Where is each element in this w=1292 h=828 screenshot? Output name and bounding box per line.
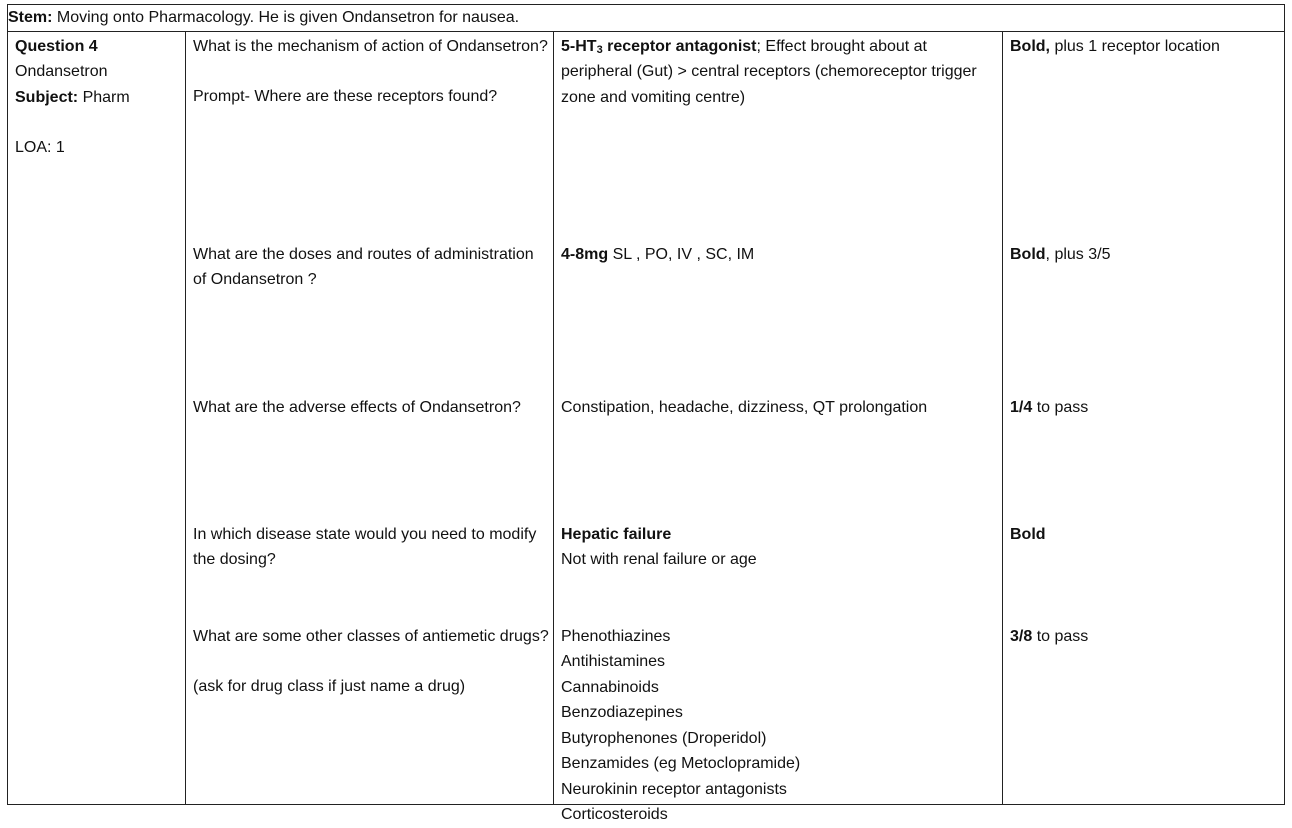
marking-3-bold: 1/4 <box>1010 398 1033 416</box>
questions-cell: What is the mechanism of action of Ondan… <box>185 30 554 805</box>
exam-sheet: Stem: Moving onto Pharmacology. He is gi… <box>6 4 1286 823</box>
marking-5: 3/8 to pass <box>1010 624 1280 650</box>
list-item: Corticosteroids <box>561 806 668 823</box>
marking-2: Bold, plus 3/5 <box>1010 242 1280 268</box>
question-number: Question 4 <box>15 37 98 55</box>
marking-4-bold: Bold <box>1010 525 1046 543</box>
marking-1-text: plus 1 receptor location <box>1050 37 1220 55</box>
stem-cell: Stem: Moving onto Pharmacology. He is gi… <box>6 4 1286 32</box>
answer-2-bold: 4-8mg <box>561 245 609 263</box>
marking-2-text: , plus 3/5 <box>1045 245 1111 263</box>
subject-value: Pharm <box>78 88 130 106</box>
marking-5-text: to pass <box>1032 627 1089 645</box>
marking-2-bold: Bold <box>1010 245 1046 263</box>
marking-3-text: to pass <box>1032 398 1089 416</box>
stem-text: Moving onto Pharmacology. He is given On… <box>52 9 520 26</box>
answer-2: 4-8mg SL , PO, IV , SC, IM <box>561 242 998 268</box>
marking-1: Bold, plus 1 receptor location <box>1010 34 1280 60</box>
question-4-text: In which disease state would you need to… <box>193 525 537 569</box>
question-5-text: What are some other classes of antiemeti… <box>193 627 549 645</box>
answer-4: Hepatic failure Not with renal failure o… <box>561 522 998 573</box>
answer-3: Constipation, headache, dizziness, QT pr… <box>561 395 998 421</box>
question-3: What are the adverse effects of Ondanset… <box>193 395 549 421</box>
question-1: What is the mechanism of action of Ondan… <box>193 34 549 110</box>
exam-table: Stem: Moving onto Pharmacology. He is gi… <box>6 4 1286 823</box>
list-item: Phenothiazines <box>561 627 671 645</box>
question-1-text: What is the mechanism of action of Ondan… <box>193 37 548 55</box>
list-item: Benzamides (eg Metoclopramide) <box>561 755 801 772</box>
answer-4-bold: Hepatic failure <box>561 525 672 543</box>
answer-3-text: Constipation, headache, dizziness, QT pr… <box>561 398 928 416</box>
answer-1: 5-HT3 receptor antagonist; Effect brough… <box>561 34 998 111</box>
answer-1-bold-post: receptor antagonist <box>602 37 757 55</box>
list-item: Neurokinin receptor antagonists <box>561 780 787 798</box>
question-5: What are some other classes of antiemeti… <box>193 624 549 700</box>
answer-4-text: Not with renal failure or age <box>561 551 757 568</box>
question-2: What are the doses and routes of adminis… <box>193 242 549 293</box>
answer-5-list: Phenothiazines Antihistamines Cannabinoi… <box>561 624 998 828</box>
answer-1-bold: 5-HT3 receptor antagonist <box>561 37 757 56</box>
meta-cell: Question 4 Ondansetron Subject: Pharm LO… <box>7 30 186 805</box>
stem-row: Stem: Moving onto Pharmacology. He is gi… <box>6 4 1286 32</box>
list-item: Benzodiazepines <box>561 704 683 721</box>
marking-5-bold: 3/8 <box>1010 627 1033 645</box>
question-5-note: (ask for drug class if just name a drug) <box>193 678 466 695</box>
list-item: Antihistamines <box>561 653 666 670</box>
answer-2-text: SL , PO, IV , SC, IM <box>608 245 755 263</box>
question-1-prompt: Prompt- Where are these receptors found? <box>193 88 498 105</box>
list-item: Butyrophenones (Droperidol) <box>561 729 767 747</box>
subject-label: Subject: <box>15 88 79 106</box>
marking-3: 1/4 to pass <box>1010 395 1280 421</box>
marking-1-bold: Bold, <box>1010 37 1050 55</box>
question-row: Question 4 Ondansetron Subject: Pharm LO… <box>7 30 1286 823</box>
question-3-text: What are the adverse effects of Ondanset… <box>193 398 521 416</box>
drug-name: Ondansetron <box>15 63 108 80</box>
stem-label: Stem: <box>8 9 53 26</box>
marking-cell: Bold, plus 1 receptor location Bold, plu… <box>1001 30 1286 805</box>
answers-cell: 5-HT3 receptor antagonist; Effect brough… <box>553 30 1003 823</box>
question-2-text: What are the doses and routes of adminis… <box>193 245 534 289</box>
answer-1-text: ; Effect brought about at peripheral (Gu… <box>561 37 977 106</box>
answer-1-subscript: 3 <box>596 43 603 56</box>
loa-label: LOA: 1 <box>15 139 65 156</box>
question-4: In which disease state would you need to… <box>193 522 549 573</box>
marking-4: Bold <box>1010 522 1280 548</box>
list-item: Cannabinoids <box>561 678 659 696</box>
answer-1-bold-pre: 5-HT <box>561 37 597 55</box>
